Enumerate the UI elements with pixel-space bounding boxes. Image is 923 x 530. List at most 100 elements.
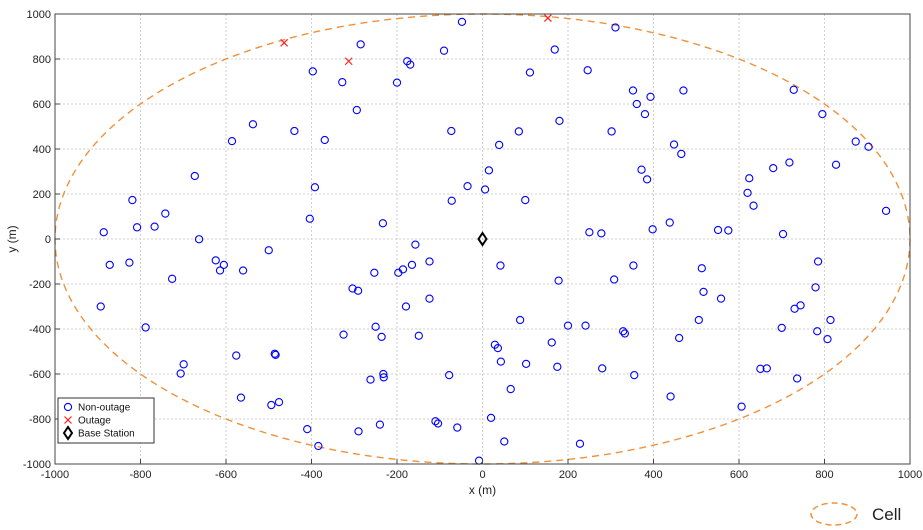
non-outage-point xyxy=(125,258,134,267)
non-outage-point xyxy=(194,235,204,244)
non-outage-point xyxy=(743,188,752,198)
non-outage-point xyxy=(637,165,646,174)
non-outage-point xyxy=(640,109,650,119)
non-outage-point xyxy=(179,360,188,369)
non-outage-point xyxy=(796,301,805,310)
non-outage-point xyxy=(677,149,686,159)
x-tick-label: 1000 xyxy=(898,469,922,481)
non-outage-point xyxy=(150,222,159,231)
non-outage-point xyxy=(236,393,246,402)
cell-key-label: Cell xyxy=(872,505,901,524)
non-outage-point xyxy=(190,171,199,181)
non-outage-point xyxy=(370,268,379,277)
non-outage-point xyxy=(864,142,873,151)
non-outage-point xyxy=(694,315,703,325)
x-tick-label: -800 xyxy=(129,469,151,481)
non-outage-point xyxy=(818,109,827,119)
legend-marker xyxy=(63,402,73,412)
non-outage-point xyxy=(105,260,114,270)
non-outage-point xyxy=(377,332,386,342)
non-outage-point xyxy=(699,287,708,297)
legend-label: Base Station xyxy=(78,429,135,440)
x-tick-label: 0 xyxy=(479,469,485,481)
non-outage-point xyxy=(211,256,220,265)
non-outage-point xyxy=(789,85,798,94)
non-outage-point xyxy=(132,223,142,232)
y-tick-label: -600 xyxy=(29,369,51,381)
non-outage-point xyxy=(356,40,365,49)
non-outage-point xyxy=(831,160,841,169)
x-axis-label: x (m) xyxy=(469,483,496,497)
non-outage-point xyxy=(493,343,503,353)
non-outage-point xyxy=(642,175,652,184)
non-outage-point xyxy=(724,226,733,235)
non-outage-point xyxy=(248,120,258,129)
x-tick-label: 600 xyxy=(730,469,748,481)
non-outage-point xyxy=(96,302,105,311)
outage-point xyxy=(280,38,289,47)
non-outage-point xyxy=(521,195,530,205)
non-outage-point xyxy=(792,374,802,383)
non-outage-point xyxy=(219,260,229,270)
non-outage-point xyxy=(425,294,434,303)
non-outage-point xyxy=(881,206,891,216)
non-outage-point xyxy=(407,260,417,270)
x-tick-label: 400 xyxy=(644,469,662,481)
non-outage-point xyxy=(338,78,347,87)
non-outage-point xyxy=(813,257,823,266)
legend-box xyxy=(57,397,155,444)
legend-label: Outage xyxy=(78,416,111,427)
non-outage-point xyxy=(550,45,559,54)
non-outage-point xyxy=(646,92,655,101)
non-outage-point xyxy=(675,333,684,343)
non-outage-point xyxy=(669,140,679,149)
x-tick-label: -400 xyxy=(300,469,322,481)
non-outage-point xyxy=(563,321,573,330)
x-tick-labels: -1000 -800 -600 -400 -200 0 200 400 600 800 1000 xyxy=(41,459,922,481)
x-tick-label: -200 xyxy=(386,469,408,481)
legend: Non-outage Outage Base Station xyxy=(57,397,155,444)
non-outage-point xyxy=(496,357,506,366)
non-outage-point xyxy=(506,384,515,394)
non-outage-point xyxy=(851,137,860,146)
non-outage-point xyxy=(495,140,504,150)
non-outage-point xyxy=(379,369,388,379)
non-outage-point xyxy=(308,67,317,76)
non-outage-point xyxy=(607,127,616,136)
non-outage-point xyxy=(597,229,606,238)
non-outage-point xyxy=(99,228,108,237)
non-outage-point xyxy=(310,183,320,192)
non-outage-point xyxy=(745,174,754,183)
non-outage-point xyxy=(620,329,630,338)
non-outage-point xyxy=(176,369,185,378)
non-outage-point xyxy=(514,127,523,136)
non-outage-point xyxy=(339,330,348,339)
non-outage-point xyxy=(749,201,758,210)
non-outage-point xyxy=(267,400,276,410)
legend-marker xyxy=(64,416,72,424)
non-outage-point xyxy=(447,126,456,136)
non-outage-point xyxy=(632,99,641,109)
non-outage-point xyxy=(811,283,820,292)
non-outage-point xyxy=(737,402,746,411)
non-outage-point xyxy=(215,266,225,275)
non-outage-point xyxy=(525,68,535,77)
non-outage-point xyxy=(583,66,592,75)
non-outage-point xyxy=(290,126,299,136)
non-outage-point xyxy=(778,229,788,239)
non-outage-point xyxy=(392,78,402,87)
non-outage-point xyxy=(813,327,822,336)
non-outage-point xyxy=(585,228,594,237)
non-outage-point xyxy=(474,456,484,465)
non-outage-point xyxy=(581,321,590,330)
non-outage-point xyxy=(352,105,361,115)
non-outage-point xyxy=(425,257,434,266)
non-outage-point xyxy=(274,397,284,407)
non-outage-point xyxy=(406,60,415,69)
non-outage-point xyxy=(353,286,363,295)
y-tick-label: 400 xyxy=(33,144,51,156)
non-outage-point xyxy=(227,136,237,146)
non-outage-point xyxy=(271,350,280,360)
non-outage-point xyxy=(484,166,494,175)
